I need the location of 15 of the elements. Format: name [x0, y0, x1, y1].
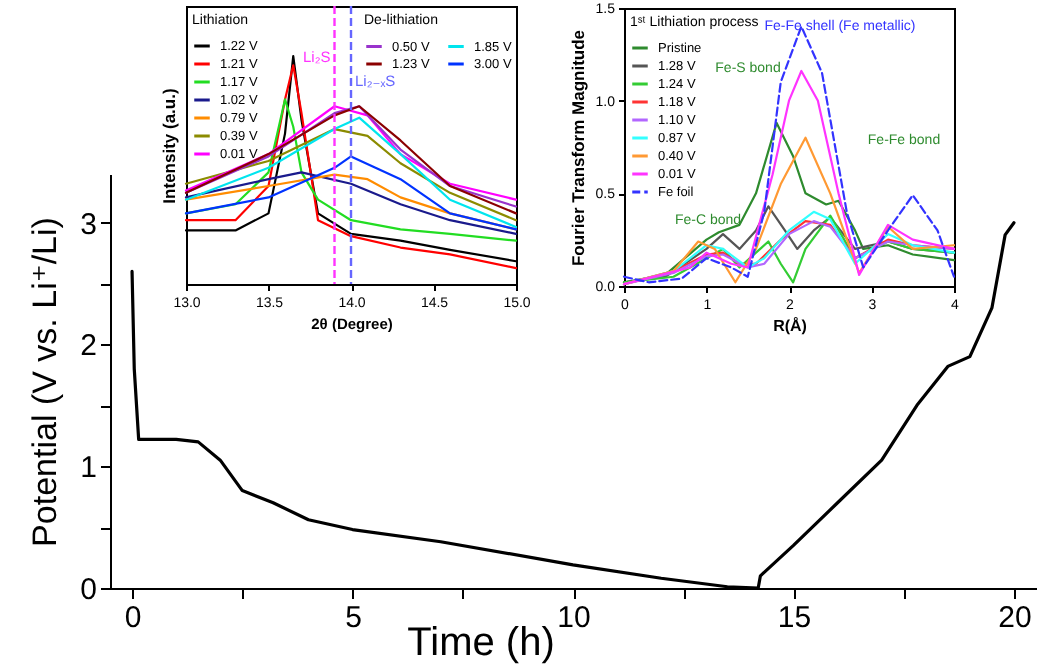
- y-axis-title: Potential (V vs. Li⁺/Li): [26, 217, 65, 547]
- x-tick-label: 20: [998, 601, 1032, 635]
- x-tick-label: 0: [124, 601, 142, 635]
- x-axis-title: Time (h): [407, 621, 555, 665]
- y-tick-label: 2: [80, 329, 97, 364]
- y-tick-label: 1: [80, 451, 97, 486]
- x-tick-label: 15: [777, 601, 812, 635]
- y-tick-label: 0: [80, 573, 97, 607]
- y-axis-title: Intensity (a.u.): [159, 88, 179, 204]
- x-tick-label: 10: [557, 601, 591, 635]
- x-axis-title: R(Å): [773, 315, 808, 335]
- y-tick-label: 3: [80, 207, 97, 242]
- y-axis-title: Fourier Transform Magnitude: [567, 29, 588, 267]
- line-series: [622, 69, 956, 286]
- x-tick-label: 5: [345, 601, 362, 635]
